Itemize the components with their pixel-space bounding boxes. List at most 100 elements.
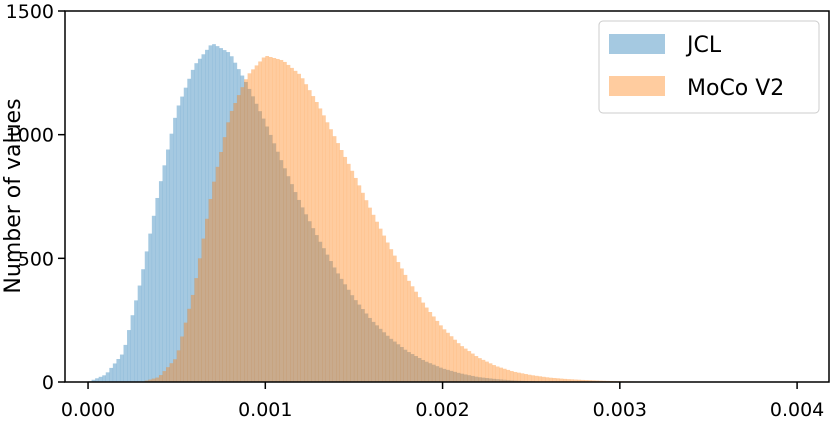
histogram-bar	[485, 361, 489, 382]
histogram-bar	[439, 367, 443, 382]
histogram-bar	[215, 46, 220, 383]
histogram-bar	[361, 309, 365, 382]
histogram-bar	[247, 88, 252, 382]
histogram-bar	[304, 214, 309, 382]
histogram-bar	[467, 351, 472, 382]
histogram-bar	[272, 143, 277, 382]
y-tick-label: 0	[42, 372, 54, 394]
histogram-bar	[258, 111, 262, 383]
histogram-bar	[314, 102, 319, 383]
histogram-bar	[229, 110, 234, 383]
histogram-bar	[329, 129, 333, 382]
histogram-bar	[279, 59, 284, 382]
histogram-bar	[283, 168, 287, 382]
histogram-bar	[513, 371, 518, 382]
histogram-bar	[265, 126, 270, 382]
histogram-bar	[520, 373, 525, 382]
histogram-bar	[534, 375, 539, 382]
histogram-bar	[134, 300, 138, 382]
histogram-bar	[556, 378, 560, 382]
histogram-bar	[229, 56, 234, 382]
histogram-bar	[116, 359, 121, 382]
histogram-bar	[371, 321, 376, 382]
histogram-bar	[548, 377, 553, 382]
histogram-bar	[212, 44, 216, 382]
histogram-bar	[467, 375, 472, 382]
histogram-bar	[314, 235, 319, 382]
histogram-bar	[98, 376, 103, 382]
histogram-bar	[488, 363, 493, 382]
histogram-bar	[375, 221, 379, 382]
histogram-bar	[463, 374, 468, 382]
histogram-bar	[261, 118, 266, 382]
histogram-bar	[307, 90, 312, 383]
histogram-bar	[350, 170, 355, 382]
histogram-bar	[297, 73, 301, 382]
histogram-bar	[392, 341, 397, 382]
histogram-bar	[127, 330, 131, 382]
histogram-bar	[573, 379, 578, 382]
histogram-bar	[392, 255, 397, 382]
histogram-bar	[300, 78, 305, 383]
histogram-bar	[318, 108, 323, 382]
histogram-bar	[499, 379, 504, 382]
histogram-bar	[417, 358, 422, 382]
histogram-bar	[527, 374, 532, 382]
histogram-bar	[481, 359, 486, 382]
y-tick-label: 500	[18, 248, 54, 270]
histogram-bar	[580, 379, 585, 382]
histogram-bar	[205, 49, 209, 382]
histogram-bar	[144, 251, 149, 382]
histogram-bar	[566, 379, 571, 382]
histogram-bar	[183, 322, 188, 382]
histogram-bar	[375, 325, 379, 382]
histogram-bar	[91, 379, 96, 382]
histogram-bar	[166, 367, 170, 382]
histogram-bar	[346, 163, 351, 382]
legend: JCL MoCo V2	[598, 20, 820, 114]
histogram-bar	[187, 78, 192, 383]
histogram-bar	[502, 368, 507, 382]
histogram-bar	[233, 62, 238, 382]
x-tick-label: 0.004	[770, 399, 824, 421]
histogram-bar	[442, 368, 447, 382]
histogram-bar	[283, 61, 287, 382]
histogram-bar	[417, 297, 422, 382]
histogram-bar	[357, 185, 362, 382]
histogram-bar	[431, 316, 436, 382]
series-1-bars	[141, 56, 663, 383]
x-tick-label: 0.000	[61, 399, 115, 421]
histogram-bar	[180, 96, 184, 382]
histogram-bar	[173, 117, 177, 382]
histogram-bar	[318, 241, 323, 382]
histogram-bar	[559, 378, 564, 382]
histogram-bar	[322, 248, 326, 382]
histogram-bar	[584, 380, 589, 382]
histogram-bar	[194, 278, 199, 382]
histogram-bar	[400, 268, 404, 382]
histogram-bar	[251, 96, 255, 382]
histogram-bar	[495, 366, 500, 382]
histogram-bar	[481, 377, 486, 382]
histogram-bar	[470, 353, 475, 382]
histogram-bar	[421, 359, 426, 382]
histogram-bar	[325, 254, 330, 382]
histogram-bar	[449, 370, 454, 382]
histogram-bar	[169, 363, 174, 382]
histogram-bar	[407, 352, 411, 382]
histogram-bar	[460, 373, 465, 382]
histogram-bars	[88, 44, 663, 383]
histogram-bar	[396, 344, 401, 382]
histogram-bar	[509, 380, 514, 382]
histogram-bar	[222, 137, 227, 382]
histogram-bar	[336, 273, 340, 382]
histogram-bar	[236, 69, 241, 383]
histogram-bar	[410, 286, 415, 382]
histogram-bar	[378, 328, 383, 382]
x-tick-label: 0.001	[238, 399, 292, 421]
histogram-bar	[478, 358, 482, 382]
x-tick-label: 0.003	[593, 399, 647, 421]
histogram-bar	[488, 378, 493, 382]
histogram-bar	[446, 332, 450, 382]
histogram-bar	[332, 267, 337, 382]
